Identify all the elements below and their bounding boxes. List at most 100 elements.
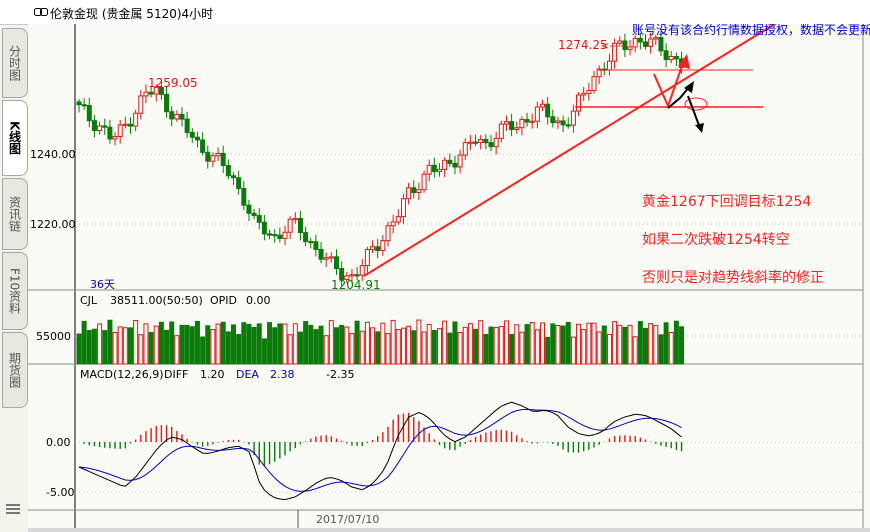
candle-body <box>416 189 422 194</box>
black-path-arrow-2 <box>687 95 701 129</box>
volume-bar <box>601 325 607 365</box>
volume-bar <box>308 324 314 365</box>
annotation-line-1: 黄金1267下回调目标1254 <box>642 193 811 210</box>
candle-body <box>478 138 484 143</box>
candle-body <box>637 37 643 43</box>
volume-bar <box>467 323 473 365</box>
volume-bar <box>545 336 551 365</box>
candle-body <box>205 151 211 162</box>
volume-bar <box>287 334 293 365</box>
volume-bar <box>483 333 489 365</box>
volume-bar <box>158 321 164 365</box>
tab-kline-chart[interactable]: K线图 <box>2 100 28 176</box>
volume-bar <box>648 323 654 365</box>
volume-info-row: CJL 38511.00(50:50) OPID 0.00 <box>80 294 271 307</box>
volume-bar <box>143 323 149 365</box>
candle-body <box>194 136 200 141</box>
volume-bar <box>493 326 499 365</box>
diff-label: DIFF <box>164 368 188 381</box>
link-chain-icon[interactable] <box>34 8 48 16</box>
trendline <box>363 24 777 277</box>
candle-body <box>231 175 236 179</box>
volume-name: CJL <box>80 294 98 307</box>
volume-bar <box>380 322 386 365</box>
candle-body <box>617 40 623 44</box>
volume-bar <box>581 329 587 365</box>
horizontal-scrollbar[interactable] <box>28 528 870 532</box>
volume-bar <box>169 321 175 365</box>
price-label-1259: 1259.05 <box>148 76 198 90</box>
candle-body <box>303 232 309 242</box>
tab-news-label: 资讯链 <box>7 196 22 232</box>
volume-bar <box>524 324 530 365</box>
volume-bar <box>416 319 422 365</box>
sidebar: 分时图 K线图 资讯链 F10资料 期货圈 <box>0 24 28 532</box>
volume-bar <box>261 338 267 365</box>
candle-body <box>545 103 551 118</box>
price-label-1274: 1274.25 <box>558 38 608 52</box>
black-arrow-head-1 <box>684 81 694 93</box>
candle-body <box>612 42 618 62</box>
volume-bar <box>102 330 108 365</box>
volume-bar <box>632 336 638 365</box>
high-marker-arrow: <----- <box>601 41 628 52</box>
volume-bar <box>385 333 391 365</box>
volume-bar <box>272 327 278 365</box>
black-arrow-head-2 <box>695 123 704 133</box>
candle-body <box>648 38 654 47</box>
volume-bar <box>550 323 556 365</box>
candle-body <box>514 127 520 130</box>
volume-bar <box>447 332 453 365</box>
candle-body <box>653 37 659 40</box>
candle-body <box>586 90 592 94</box>
candle-body <box>344 275 350 280</box>
y-tick-1220: 1220.00 <box>30 218 76 231</box>
candle-body <box>473 141 479 144</box>
opid-label: OPID <box>210 294 237 307</box>
volume-y-tick: 55000 <box>36 330 71 343</box>
volume-bar <box>215 323 221 365</box>
volume-bar <box>370 327 376 365</box>
candle-body <box>220 152 226 166</box>
candle-body <box>164 93 170 113</box>
tab-kline-chart-label: K线图 <box>7 121 22 155</box>
tab-f10-label: F10资料 <box>7 267 22 315</box>
volume-bar <box>231 324 236 365</box>
candle-body <box>385 225 391 242</box>
candle-body <box>277 234 283 239</box>
volume-bar <box>540 322 545 365</box>
volume-bar <box>107 319 113 365</box>
candle-body <box>673 56 679 60</box>
candle-body <box>529 120 535 123</box>
candle-body <box>91 120 97 132</box>
volume-bar <box>303 321 309 365</box>
volume-bar <box>596 331 602 365</box>
opid-value: 0.00 <box>246 294 271 307</box>
tab-futures-circle[interactable]: 期货圈 <box>2 332 28 408</box>
volume-bar <box>421 331 427 365</box>
candle-body <box>261 221 267 235</box>
tab-time-chart[interactable]: 分时图 <box>2 28 28 98</box>
warning-text: 账号没有该合约行情数据授权，数据不会更新 <box>632 24 870 37</box>
tab-news[interactable]: 资讯链 <box>2 178 28 250</box>
volume-bar <box>442 320 448 365</box>
candle-body <box>128 123 133 127</box>
hamburger-menu-icon[interactable] <box>6 504 20 516</box>
candle-body <box>112 136 118 140</box>
volume-bar <box>406 325 412 365</box>
dea-value: 2.38 <box>270 368 295 381</box>
candle-body <box>246 204 252 214</box>
candle-body <box>339 267 345 280</box>
volume-bar <box>457 332 463 365</box>
volume-bar <box>236 334 242 365</box>
chart-area[interactable]: 1240.00 1220.00 55000 0.00 -5.00 1259.05… <box>28 24 870 528</box>
volume-bar <box>122 327 128 365</box>
black-path-arrow-1 <box>667 85 691 109</box>
volume-bar <box>174 335 180 365</box>
volume-bar <box>189 326 195 365</box>
tab-f10[interactable]: F10资料 <box>2 252 28 330</box>
candle-body <box>555 120 561 124</box>
candle-body <box>215 152 221 157</box>
candle-body <box>313 241 319 250</box>
